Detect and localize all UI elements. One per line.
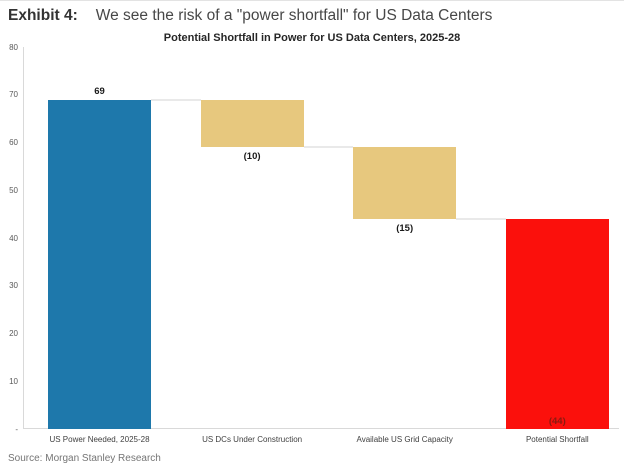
y-axis-tick-label: 60 xyxy=(9,138,18,147)
waterfall-connector-line xyxy=(151,98,201,101)
x-axis-category-label: Available US Grid Capacity xyxy=(356,435,453,444)
chart-title: Potential Shortfall in Power for US Data… xyxy=(163,32,461,44)
bar-value-label: (44) xyxy=(548,416,566,427)
waterfall-connector-line xyxy=(303,146,354,149)
y-axis-tick-label: 40 xyxy=(9,233,18,243)
x-axis-category-label: US DCs Under Construction xyxy=(202,435,303,444)
bar-value-label: (10) xyxy=(243,151,261,163)
y-axis-tick-label: 70 xyxy=(9,90,18,100)
exhibit-label: Exhibit 4: xyxy=(8,7,78,24)
exhibit-header: Exhibit 4: We see the risk of a "power sh… xyxy=(8,7,492,25)
x-axis-category-label: Potential Shortfall xyxy=(525,435,589,444)
y-axis-tick-label: 80 xyxy=(9,42,18,52)
bar-value-label: (15) xyxy=(396,222,414,234)
source-note: Source: Morgan Stanley Research xyxy=(8,453,161,464)
x-axis-category-label: US Power Needed, 2025-28 xyxy=(49,435,150,444)
bar-available-us-grid-capacity xyxy=(353,147,457,219)
waterfall-connector-line xyxy=(456,217,506,220)
y-axis-tick-label: - xyxy=(15,424,18,434)
bar-potential-shortfall xyxy=(505,218,609,429)
bar-value-label: 69 xyxy=(94,85,105,97)
y-axis-tick-label: 10 xyxy=(9,376,18,386)
plot-area: 80 70 60 50 40 30 20 10 - 69 US Power Needed, 2025… xyxy=(9,43,619,444)
y-axis-tick-label: 20 xyxy=(9,329,18,338)
bar-us-dcs-under-construction xyxy=(200,99,304,148)
y-axis-tick-label: 30 xyxy=(9,281,18,291)
y-axis-tick-label: 50 xyxy=(9,185,18,195)
bar-us-power-needed-2025-28 xyxy=(48,99,151,429)
exhibit-title: We see the risk of a "power shortfall" f… xyxy=(95,7,493,24)
